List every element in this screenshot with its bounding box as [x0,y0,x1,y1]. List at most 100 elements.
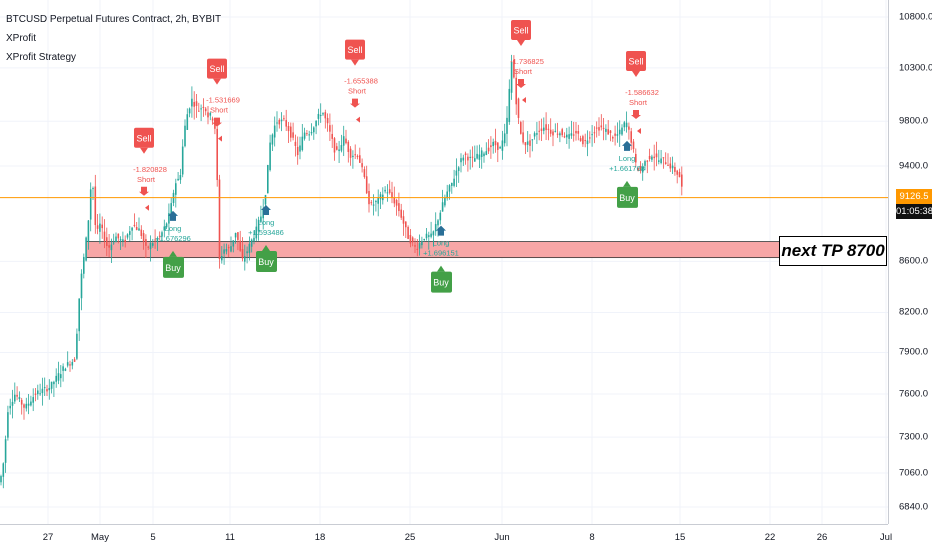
candle-body [331,133,333,139]
candle-body [37,390,39,395]
candle-body [451,182,453,186]
price-scale[interactable]: 10800.0 10300.0 9800.0 9400.0 8600.0 8200.0 79… [888,0,932,524]
candle-body [317,113,320,119]
candle-body [191,98,193,107]
candle-body [607,129,609,135]
candle-body [154,239,156,241]
candle-body [257,219,260,232]
symbol-title: BTCUSD Perpetual Futures Contract, 2h, B… [6,14,222,25]
candle-body [664,162,667,164]
time-tick: 26 [816,532,828,543]
long-arrow [622,140,632,151]
candle-body [600,125,603,128]
tp-annotation: next TP 8700 [779,236,887,266]
candle-body [48,387,51,391]
candle-body [50,381,53,389]
candle-body [292,132,294,138]
candles [0,54,683,489]
time-scale[interactable]: 27 May 5 11 18 25 Jun 8 15 22 26 Jul [0,524,892,551]
candle-body [660,158,662,163]
candle-body [241,249,244,259]
candle-body [168,213,170,224]
exit-marker [218,135,222,142]
candle-body [635,154,637,163]
indicator-xprofit-strategy[interactable]: XProfit Strategy [6,52,77,63]
candle-body [510,61,513,93]
candle-body [547,128,550,130]
sell-badge [345,39,365,60]
candle-body [471,156,474,158]
candle-body [490,145,492,148]
candle-body [579,138,582,142]
buy-badge [617,186,638,208]
candle-body [96,225,99,229]
candle-body [513,59,515,78]
exit-marker [522,97,526,104]
sell-badge-pointer [632,70,640,77]
candle-body [492,141,494,147]
candle-body [181,146,184,175]
candle-body [315,120,317,127]
candle-body [354,154,356,156]
price-tick: 10800.0 [899,11,932,23]
candle-body [179,175,182,180]
buy-signal: Long+1.593486 Buy [248,205,284,273]
candle-body [267,165,269,194]
price-tick: 6840.0 [899,501,929,513]
candle-body [393,197,396,204]
candle-body [398,203,400,212]
candle-body [227,247,230,249]
candle-body [170,203,172,217]
candle-body [11,401,14,406]
candle-body [595,127,598,129]
candle-body [520,122,522,134]
candle-body [361,163,363,168]
candle-body [446,191,448,199]
candle-body [618,129,621,135]
candle-body [244,256,246,262]
short-arrow [516,79,526,89]
candle-body [142,233,145,242]
candle-body [524,142,527,146]
candle-body [499,147,501,149]
long-label: Long [619,154,636,163]
sell-badge-pointer [213,78,221,85]
candle-body [570,133,573,136]
long-arrow [436,225,446,236]
short-label: Short [514,67,533,76]
price-tick: 8200.0 [899,306,929,318]
candle-body [508,88,511,123]
candle-body [464,153,467,156]
candle-body [457,167,460,171]
time-tick: 8 [589,532,595,543]
candle-body [609,130,612,134]
candle-body [87,220,90,242]
candle-body [43,387,46,389]
candle-body [60,374,62,379]
buy-signal: Long+1.676296 Buy [155,210,191,278]
indicator-xprofit[interactable]: XProfit [6,33,37,44]
candle-body [593,132,596,134]
support-zone-rect [85,241,886,259]
candle-body [418,243,421,249]
candle-body [186,114,189,130]
candle-body [375,201,377,203]
candle-body [195,101,198,107]
candle-body [30,401,32,406]
candle-body [467,156,469,161]
candle-body [326,117,329,124]
candle-body [117,233,120,239]
candle-body [253,237,255,242]
candle-body [158,235,161,237]
candle-body [405,221,407,228]
candle-body [133,224,136,227]
candle-body [264,195,267,205]
candle-body [303,132,306,139]
buy-badge-pointer [169,250,177,257]
candle-body [644,161,646,166]
candle-body [276,122,278,124]
candle-body [370,202,373,204]
candle-body [347,141,350,152]
